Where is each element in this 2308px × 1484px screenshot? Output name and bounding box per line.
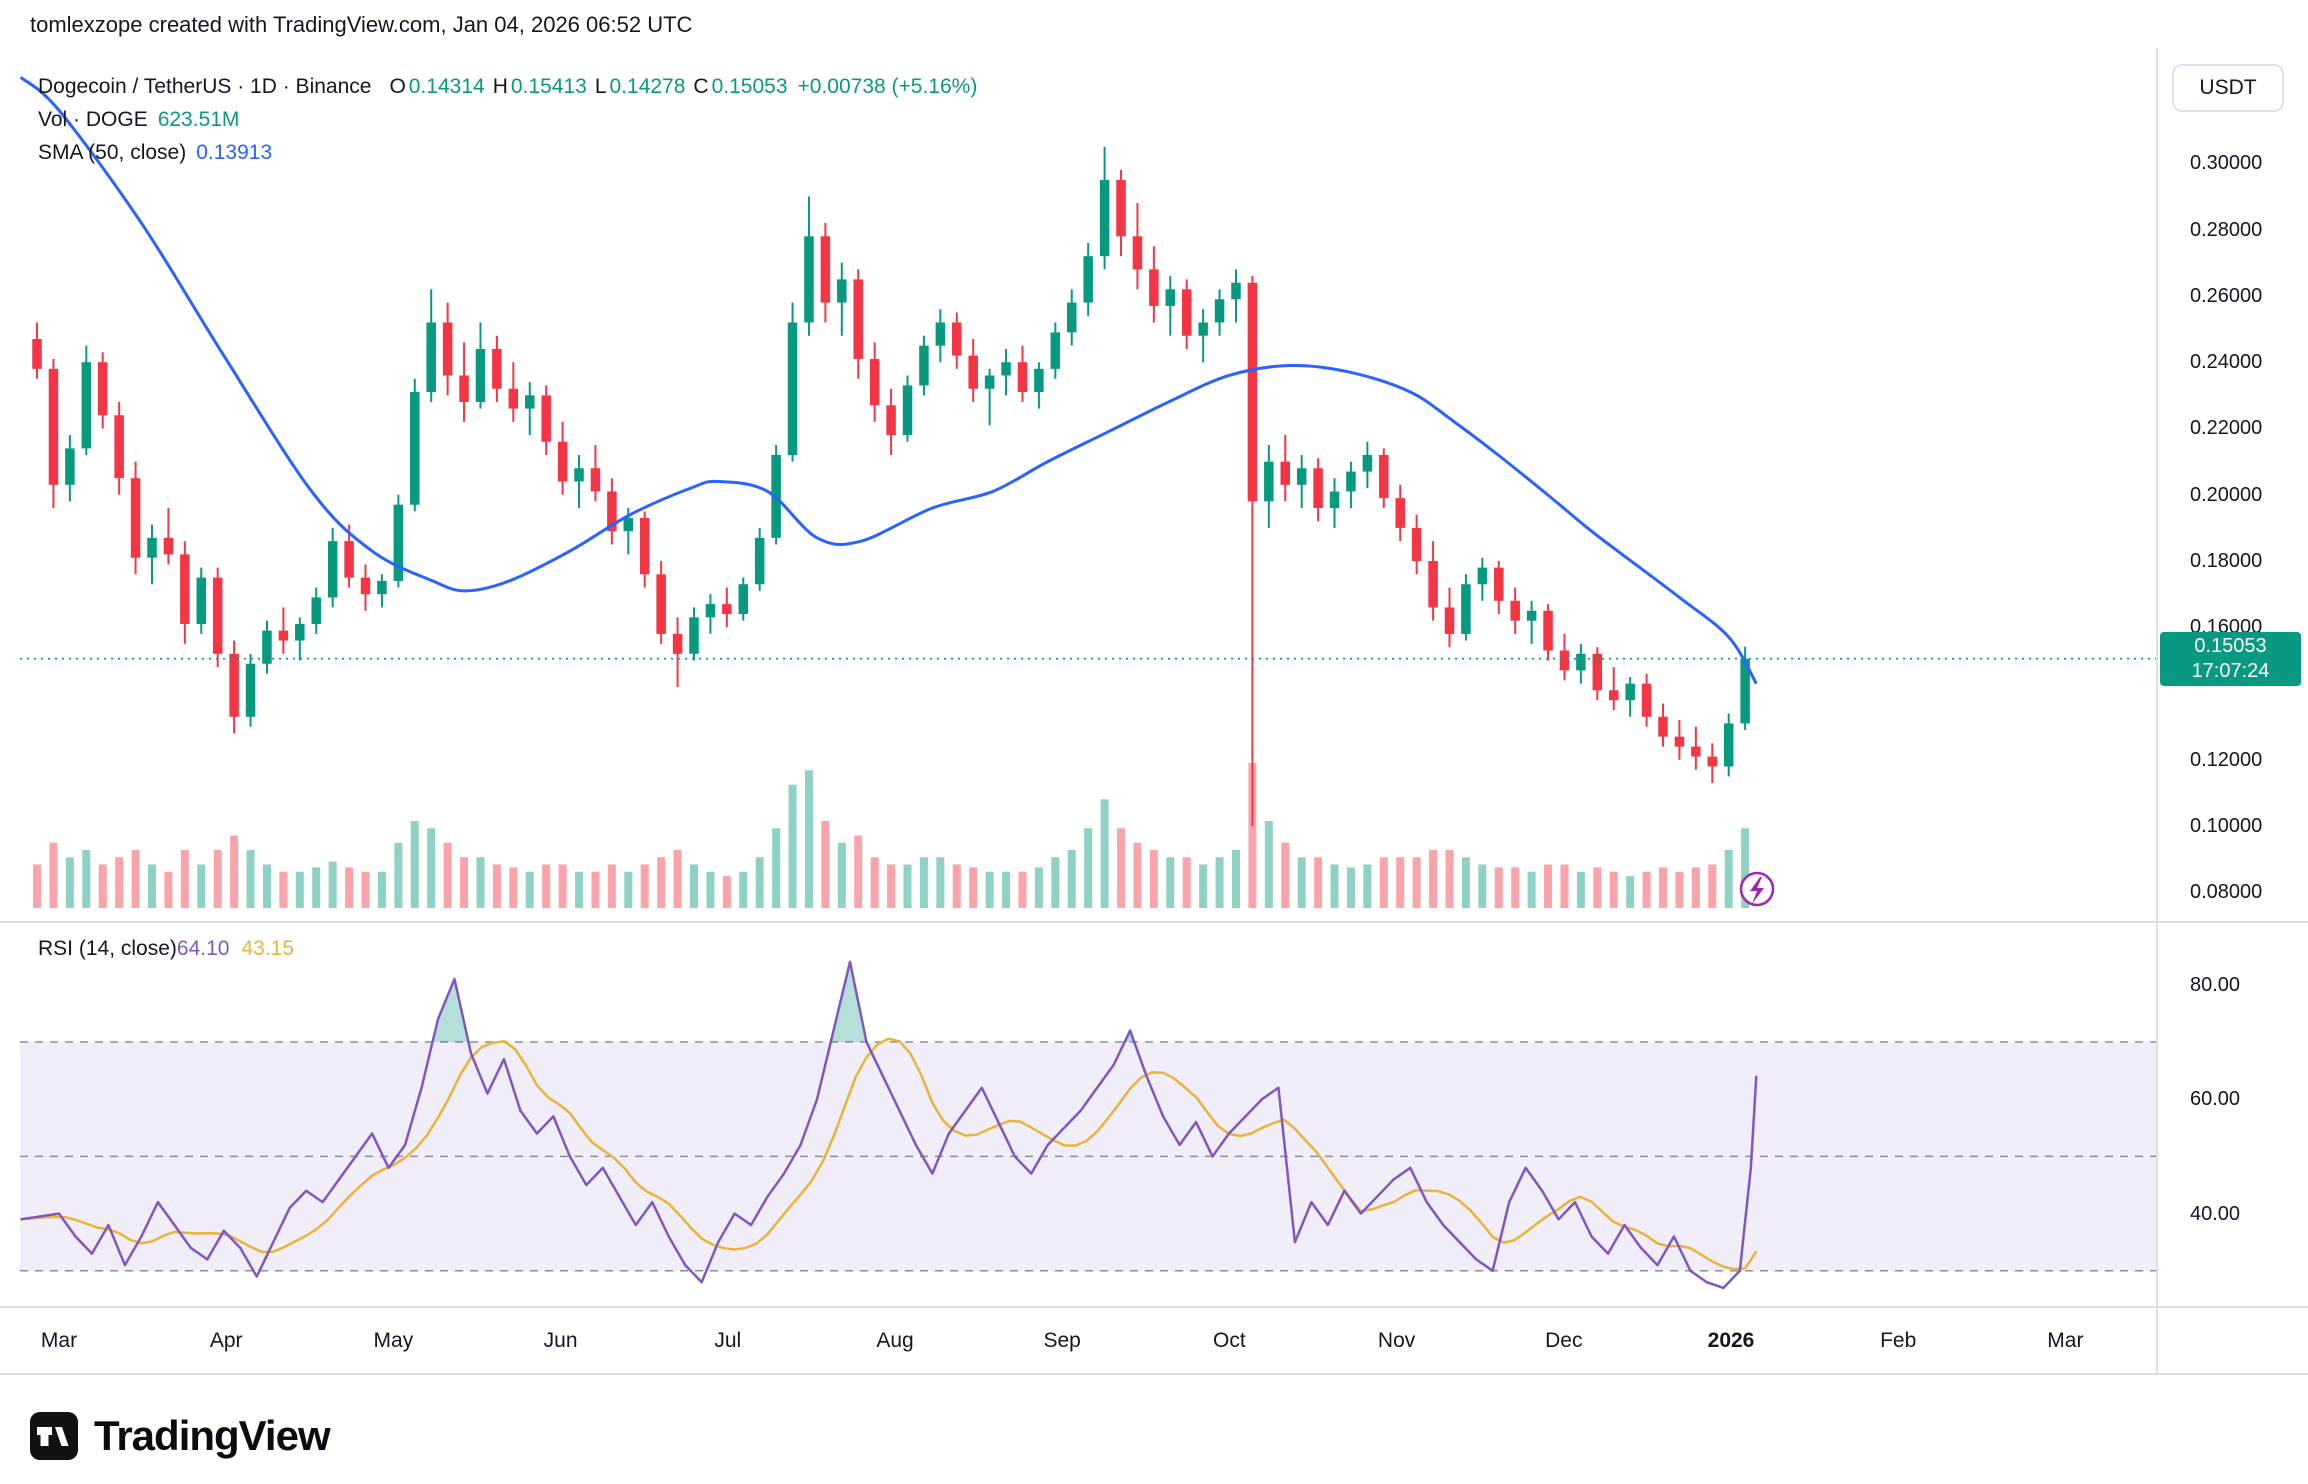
currency-toggle-button[interactable]: USDT [2172, 64, 2284, 112]
price-axis-label: 0.08000 [2190, 881, 2263, 904]
price-axis-label: 0.12000 [2190, 748, 2263, 771]
time-axis-label: Mar [40, 1329, 78, 1352]
rsi-axis-label: 80.00 [2190, 973, 2241, 996]
rsi-axis-label: 40.00 [2190, 1202, 2241, 1225]
time-axis-label: 2026 [1707, 1329, 1755, 1352]
close-label: C [693, 74, 709, 98]
tradingview-mark-icon [30, 1412, 78, 1460]
price-axis-label: 0.26000 [2190, 284, 2263, 307]
current-price-value: 0.15053 [2194, 634, 2267, 657]
rsi-axis[interactable]: 80.00 60.00 40.00 [2157, 0, 2308, 1374]
volume-label: Vol · DOGE [38, 107, 148, 131]
tradingview-wordmark: TradingView [94, 1412, 331, 1459]
time-axis-label: Feb [1880, 1329, 1917, 1352]
open-value: 0.14314 [408, 74, 485, 98]
price-countdown: 17:07:24 [2191, 659, 2270, 682]
price-axis-label: 0.10000 [2190, 815, 2263, 838]
open-label: O [389, 74, 406, 98]
time-axis-label: Jul [714, 1329, 742, 1352]
time-axis-label: Jun [543, 1329, 578, 1352]
sma-legend-row[interactable]: SMA (50, close) 0.13913 [38, 136, 977, 169]
close-value: 0.15053 [711, 74, 788, 98]
time-axis-label: Aug [876, 1329, 914, 1352]
high-value: 0.15413 [510, 74, 587, 98]
time-axis-label: Mar [2047, 1329, 2084, 1352]
rsi-legend-row[interactable]: RSI (14, close) 64.10 43.15 [38, 934, 294, 964]
price-axis-label: 0.30000 [2190, 152, 2263, 175]
time-axis-label: Oct [1213, 1329, 1246, 1352]
change-value: +0.00738 (+5.16%) [797, 74, 978, 98]
tradingview-logo[interactable]: TradingView [30, 1412, 331, 1460]
flash-icon[interactable] [1739, 871, 1775, 907]
symbol-legend-row[interactable]: Dogecoin / TetherUS · 1D · Binance O 0.14… [38, 70, 977, 103]
rsi-label: RSI (14, close) [38, 937, 177, 960]
price-axis-label: 0.24000 [2190, 351, 2263, 374]
high-label: H [492, 74, 508, 98]
price-axis-label: 0.18000 [2190, 550, 2263, 573]
rsi-axis-label: 60.00 [2190, 1088, 2241, 1111]
time-axis-label: May [373, 1329, 414, 1352]
sma-label: SMA (50, close) [38, 140, 187, 164]
time-axis[interactable]: Mar Apr May Jun Jul Aug Sep Oct Nov Dec 2026 Feb Mar [0, 1307, 2308, 1374]
symbol-title: Dogecoin / TetherUS · 1D · Binance [38, 74, 372, 98]
volume-value: 623.51M [157, 107, 240, 131]
volume-legend-row[interactable]: Vol · DOGE 623.51M [38, 103, 977, 136]
rsi-ma-value: 43.15 [241, 937, 295, 960]
main-chart-legend: Dogecoin / TetherUS · 1D · Binance O 0.14… [38, 70, 977, 169]
time-axis-label: Sep [1043, 1329, 1081, 1352]
price-axis-label: 0.28000 [2190, 218, 2263, 241]
low-label: L [594, 74, 607, 98]
time-axis-label: Dec [1545, 1329, 1583, 1352]
sma-value: 0.13913 [196, 140, 273, 164]
time-axis-label: Nov [1377, 1329, 1416, 1352]
price-axis-label: 0.22000 [2190, 417, 2263, 440]
current-price-badge: 0.15053 17:07:24 [2160, 631, 2301, 686]
time-axis-label: Apr [209, 1329, 243, 1352]
rsi-value: 64.10 [176, 937, 230, 960]
attribution-text: tomlexzope created with TradingView.com,… [30, 12, 693, 37]
price-axis-label: 0.20000 [2190, 483, 2263, 506]
low-value: 0.14278 [609, 74, 686, 98]
